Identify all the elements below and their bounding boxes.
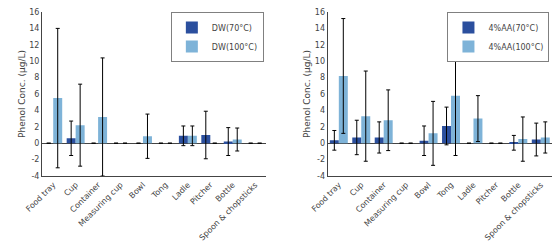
svg-text:Container: Container bbox=[354, 180, 389, 215]
svg-text:2: 2 bbox=[320, 123, 325, 132]
svg-text:16: 16 bbox=[315, 8, 325, 17]
svg-text:Measuring cup: Measuring cup bbox=[362, 180, 410, 228]
svg-text:2: 2 bbox=[34, 123, 39, 132]
svg-text:Bowl: Bowl bbox=[127, 180, 147, 200]
svg-text:Ladle: Ladle bbox=[456, 180, 478, 202]
svg-text:12: 12 bbox=[29, 41, 39, 50]
svg-text:Measuring cup: Measuring cup bbox=[77, 180, 125, 228]
svg-text:8: 8 bbox=[34, 73, 39, 82]
svg-text:-4: -4 bbox=[31, 172, 39, 181]
svg-text:4%AA(100°C): 4%AA(100°C) bbox=[488, 43, 543, 52]
svg-text:-4: -4 bbox=[317, 172, 325, 181]
svg-text:16: 16 bbox=[29, 8, 39, 17]
svg-text:-2: -2 bbox=[317, 155, 325, 164]
svg-text:0: 0 bbox=[34, 139, 39, 148]
svg-text:DW(70°C): DW(70°C) bbox=[212, 24, 252, 33]
svg-text:4%AA(70°C): 4%AA(70°C) bbox=[488, 24, 538, 33]
svg-text:0: 0 bbox=[320, 139, 325, 148]
svg-text:Cup: Cup bbox=[62, 180, 79, 197]
svg-text:DW(100°C): DW(100°C) bbox=[212, 43, 257, 52]
svg-text:Container: Container bbox=[68, 180, 103, 215]
svg-text:Tong: Tong bbox=[435, 180, 455, 200]
svg-text:14: 14 bbox=[315, 24, 325, 33]
svg-text:Spoon & chopsticks: Spoon & chopsticks bbox=[483, 180, 545, 242]
svg-text:Cup: Cup bbox=[348, 180, 365, 197]
svg-text:6: 6 bbox=[320, 90, 325, 99]
svg-text:Food tray: Food tray bbox=[310, 180, 343, 213]
svg-text:Pitcher: Pitcher bbox=[474, 180, 500, 206]
svg-text:14: 14 bbox=[29, 24, 39, 33]
svg-text:Bottle: Bottle bbox=[499, 180, 522, 203]
svg-text:Bottle: Bottle bbox=[214, 180, 237, 203]
svg-text:4: 4 bbox=[320, 106, 325, 115]
svg-text:Pitcher: Pitcher bbox=[189, 180, 215, 206]
svg-text:10: 10 bbox=[315, 57, 325, 66]
svg-text:Phenol Conc. (μg/L): Phenol Conc. (μg/L) bbox=[17, 50, 27, 138]
svg-text:Tong: Tong bbox=[149, 180, 169, 200]
svg-text:4: 4 bbox=[34, 106, 39, 115]
svg-text:-2: -2 bbox=[31, 155, 39, 164]
svg-text:Phenol Conc. (μg/L): Phenol Conc. (μg/L) bbox=[302, 50, 312, 138]
svg-text:6: 6 bbox=[34, 90, 39, 99]
svg-text:8: 8 bbox=[320, 73, 325, 82]
svg-text:12: 12 bbox=[315, 41, 325, 50]
svg-text:Ladle: Ladle bbox=[170, 180, 192, 202]
svg-text:Spoon & chopsticks: Spoon & chopsticks bbox=[198, 180, 260, 242]
svg-text:Bowl: Bowl bbox=[413, 180, 433, 200]
svg-text:Food tray: Food tray bbox=[24, 180, 57, 213]
svg-text:10: 10 bbox=[29, 57, 39, 66]
